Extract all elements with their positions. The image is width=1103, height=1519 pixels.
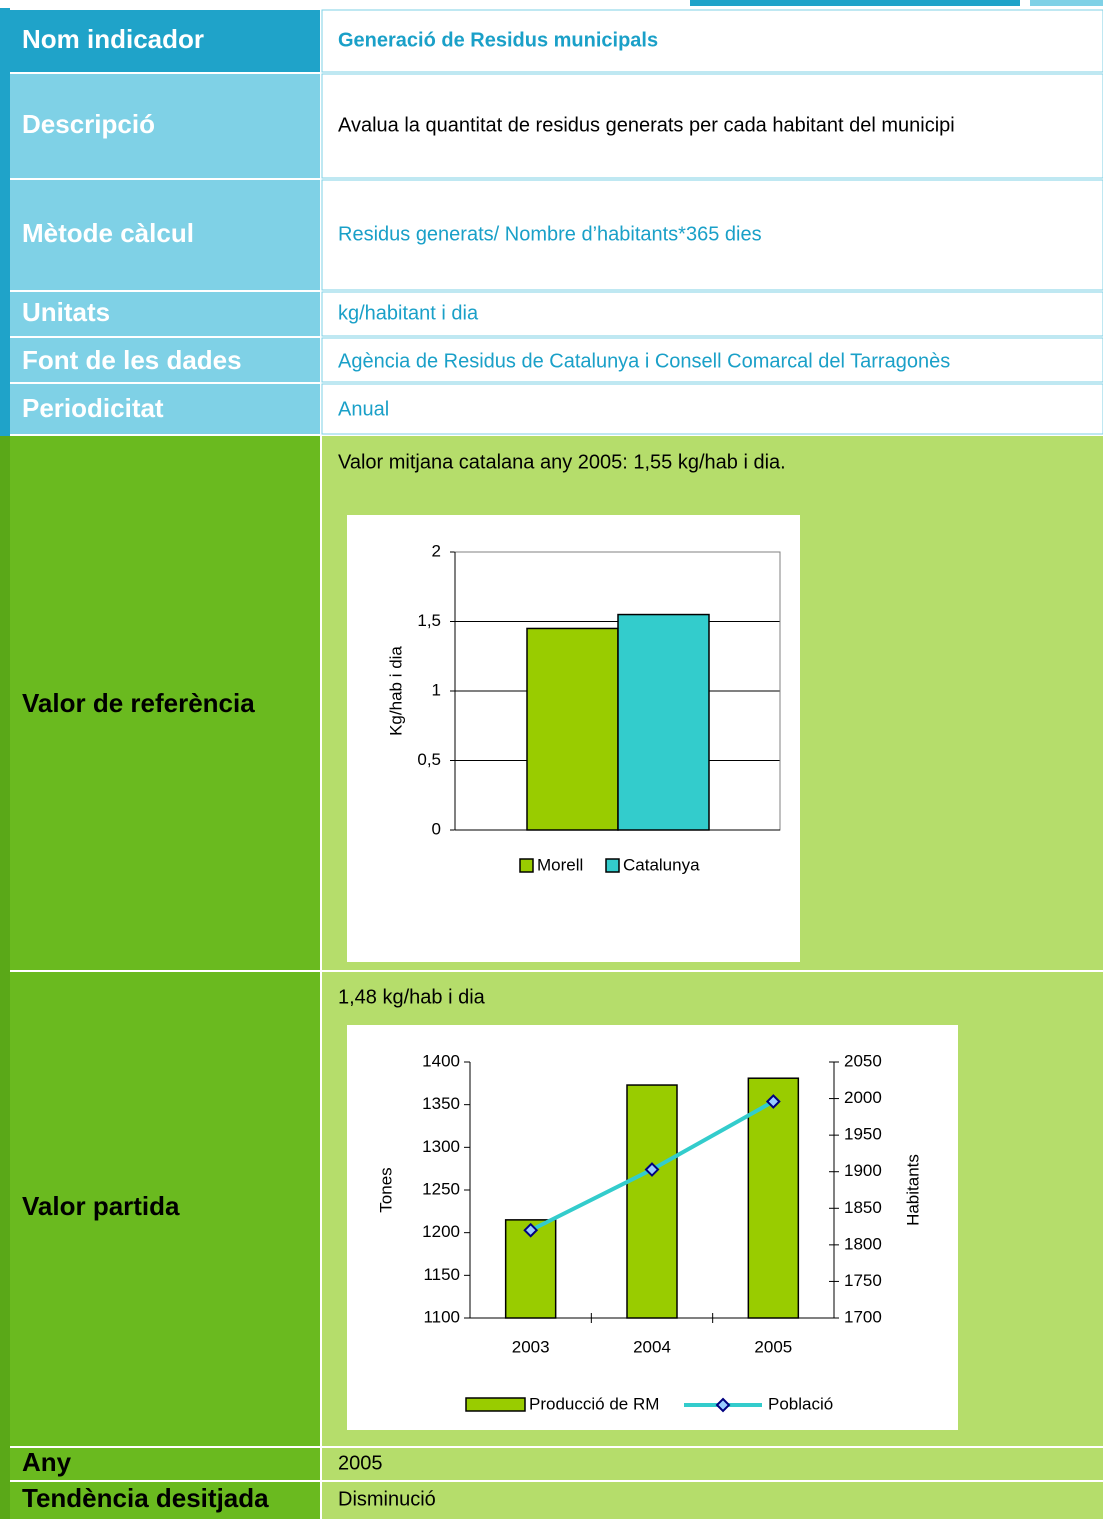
- y-tick-label: 0: [432, 819, 441, 838]
- value-cell: [321, 9, 1103, 73]
- value-cell: [322, 1448, 1103, 1480]
- label-cell: [10, 292, 320, 336]
- row-label: Unitats: [22, 297, 110, 327]
- label-cell: [10, 338, 320, 382]
- y-tick-label: 1400: [422, 1051, 460, 1070]
- legend-swatch: [605, 858, 620, 873]
- top-tab: [1030, 0, 1103, 6]
- y-tick-label: 1150: [423, 1265, 460, 1284]
- row-value: 2005: [338, 1452, 383, 1474]
- y-tick-label: 1,5: [417, 611, 441, 630]
- label-cell: [10, 972, 320, 1446]
- row-label: Tendència desitjada: [22, 1483, 269, 1513]
- legend-swatch: [715, 1397, 731, 1413]
- legend-label: Catalunya: [623, 855, 700, 874]
- legend-label: Població: [768, 1394, 833, 1413]
- top-tab: [690, 0, 1020, 6]
- point: [765, 1094, 781, 1109]
- y2-axis-label: Habitants: [903, 1154, 922, 1226]
- label-cell: [10, 384, 320, 434]
- row-value: Anual: [338, 398, 389, 420]
- y-axis-label: Kg/hab i dia: [386, 646, 405, 736]
- y2-tick-label: 1950: [844, 1125, 882, 1144]
- y-tick-label: 1100: [423, 1307, 460, 1326]
- row-value: Avalua la quantitat de residus generats …: [338, 114, 955, 136]
- label-cell: [10, 436, 320, 970]
- value-cell: [321, 291, 1103, 337]
- bar: [626, 1084, 678, 1319]
- y-tick-label: 1350: [422, 1094, 460, 1113]
- row-label: Descripció: [22, 109, 155, 139]
- row-label: Periodicitat: [22, 393, 164, 423]
- y2-tick-label: 2000: [844, 1088, 882, 1107]
- label-cell: [10, 1482, 320, 1519]
- y2-tick-label: 1800: [844, 1234, 882, 1253]
- y-tick-label: 1250: [422, 1179, 460, 1198]
- y2-tick-label: 1900: [844, 1161, 882, 1180]
- legend-label: Producció de RM: [529, 1394, 659, 1413]
- y-tick-label: 1200: [422, 1222, 460, 1241]
- row-value: Disminució: [338, 1488, 436, 1510]
- label-cell: [10, 1448, 320, 1480]
- label-cell: [10, 180, 320, 290]
- bar: [526, 627, 619, 831]
- row-value: Agència de Residus de Catalunya i Consel…: [338, 350, 950, 372]
- y2-tick-label: 1700: [844, 1307, 882, 1326]
- point: [523, 1222, 539, 1238]
- value-cell: [321, 383, 1103, 435]
- row-label: Valor de referència: [22, 688, 255, 718]
- y-tick-label: 2: [432, 541, 441, 560]
- row-value: 1,48 kg/hab i dia: [338, 986, 486, 1008]
- y2-tick-label: 1850: [844, 1198, 882, 1217]
- y-tick-label: 0,5: [417, 750, 441, 769]
- label-cell: [10, 74, 320, 178]
- value-cell: [321, 179, 1103, 291]
- y-tick-label: 1: [432, 680, 441, 699]
- row-label: Mètode càlcul: [22, 218, 194, 248]
- row-value: Residus generats/ Nombre d’habitants*365…: [338, 223, 762, 245]
- side-strip: [0, 8, 10, 436]
- row-value: kg/habitant i dia: [338, 302, 479, 324]
- value-cell: [321, 337, 1103, 383]
- legend-label: Morell: [537, 855, 583, 874]
- bar: [747, 1077, 800, 1319]
- bar: [617, 613, 710, 831]
- legend-swatch: [465, 1397, 526, 1412]
- point: [644, 1162, 660, 1177]
- y-tick-label: 1300: [422, 1137, 460, 1156]
- label-cell: [10, 10, 320, 72]
- side-strip: [0, 436, 10, 1519]
- row-label: Font de les dades: [22, 345, 242, 375]
- legend-swatch: [519, 858, 534, 873]
- row-label: Any: [22, 1447, 72, 1477]
- y-axis-label: Tones: [376, 1167, 395, 1212]
- y2-tick-label: 2050: [844, 1051, 882, 1070]
- row-value: Valor mitjana catalana any 2005: 1,55 kg…: [338, 451, 786, 473]
- x-tick-label: 2004: [633, 1337, 671, 1356]
- y2-tick-label: 1750: [844, 1271, 882, 1290]
- x-tick-label: 2005: [754, 1337, 792, 1356]
- row-value: Generació de Residus municipals: [338, 29, 658, 51]
- value-cell: [321, 73, 1103, 179]
- row-label: Valor partida: [22, 1191, 180, 1221]
- x-tick-label: 2003: [512, 1337, 550, 1356]
- value-cell: [322, 1482, 1103, 1519]
- row-label: Nom indicador: [22, 24, 204, 54]
